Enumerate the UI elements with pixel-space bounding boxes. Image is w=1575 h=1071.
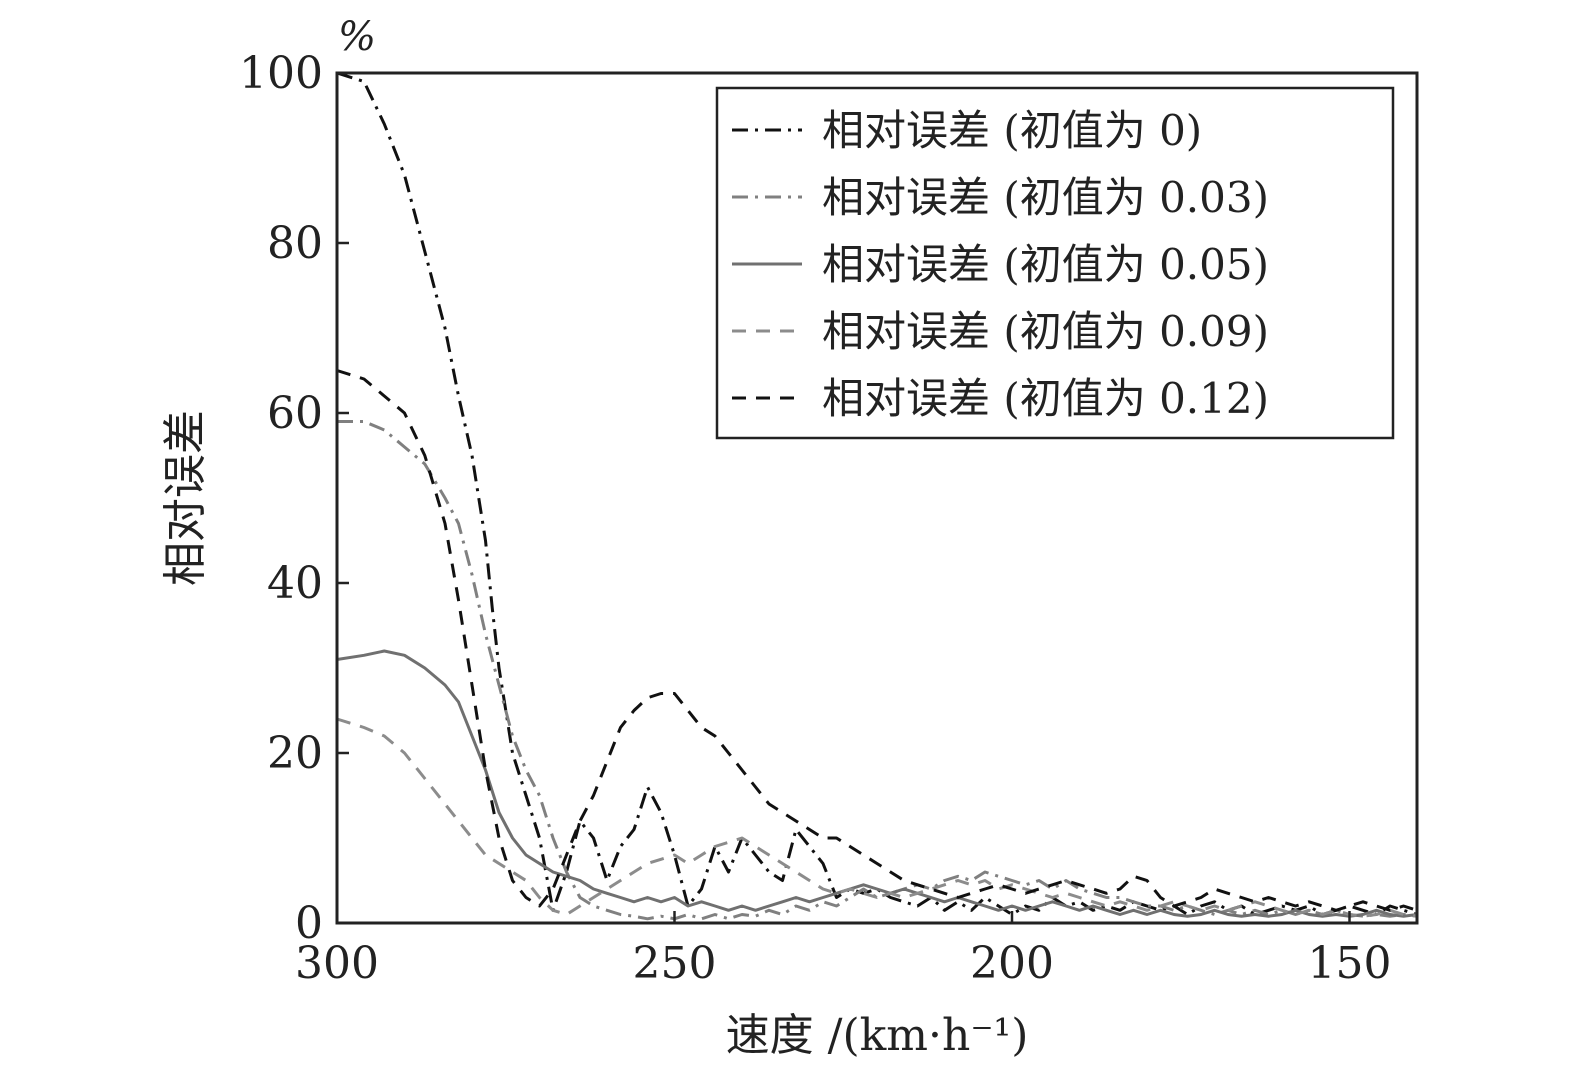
legend-box <box>715 86 1395 440</box>
legend-label-1: 相对误差 (初值为 0) <box>822 106 1202 155</box>
y-tick-label: 0 <box>295 898 323 949</box>
y-tick-label: 40 <box>267 558 323 609</box>
y-tick-label: 100 <box>239 48 323 99</box>
legend-items: 相对误差 (初值为 0) 相对误差 (初值为 0.03) 相对误差 (初值为 0.0… <box>732 106 1269 423</box>
legend-label-4: 相对误差 (初值为 0.09) <box>822 307 1269 356</box>
series-line-4 <box>336 717 1418 918</box>
legend-label-2: 相对误差 (初值为 0.03) <box>822 173 1269 222</box>
y-axis-title: 相对误差 <box>160 410 211 586</box>
tick-labels: 300 250 200 150 0 20 40 60 80 100 <box>239 48 1391 989</box>
x-axis-title: 速度 /(km·h⁻¹) <box>726 1010 1029 1061</box>
series-line-3 <box>336 649 1418 918</box>
y-unit-label: % <box>338 14 376 60</box>
plot-frame <box>335 71 1419 925</box>
legend-label-5: 相对误差 (初值为 0.12) <box>822 374 1269 423</box>
x-tick-label: 200 <box>970 938 1054 989</box>
legend-label-3: 相对误差 (初值为 0.05) <box>822 240 1269 289</box>
series-layer <box>336 71 1418 921</box>
ticks-layer <box>335 71 1351 925</box>
y-tick-label: 60 <box>267 388 323 439</box>
series-line-5 <box>336 369 1418 912</box>
y-tick-label: 80 <box>267 218 323 269</box>
x-tick-label: 150 <box>1308 938 1392 989</box>
x-tick-label: 300 <box>295 938 379 989</box>
x-tick-label: 250 <box>633 938 717 989</box>
y-tick-label: 20 <box>267 728 323 779</box>
legend: 相对误差 (初值为 0) 相对误差 (初值为 0.03) 相对误差 (初值为 0.0… <box>715 86 1395 440</box>
